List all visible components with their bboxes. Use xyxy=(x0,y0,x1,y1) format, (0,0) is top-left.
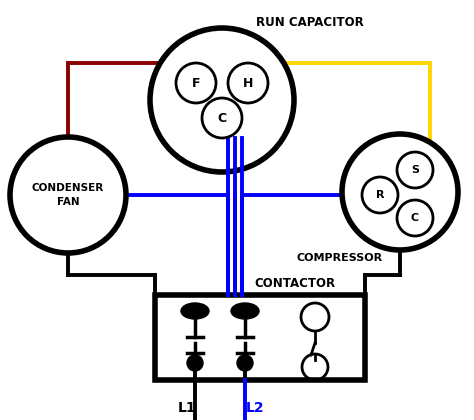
Circle shape xyxy=(342,134,458,250)
Circle shape xyxy=(187,355,203,371)
Ellipse shape xyxy=(231,303,259,319)
Text: CONTACTOR: CONTACTOR xyxy=(255,276,336,289)
Text: F: F xyxy=(192,76,200,89)
Bar xyxy=(155,295,365,380)
Text: L2: L2 xyxy=(246,401,264,415)
Text: RUN CAPACITOR: RUN CAPACITOR xyxy=(256,16,364,29)
Circle shape xyxy=(397,152,433,188)
Text: H: H xyxy=(243,76,253,89)
Text: S: S xyxy=(411,165,419,175)
Circle shape xyxy=(397,200,433,236)
Text: C: C xyxy=(411,213,419,223)
Text: R: R xyxy=(376,190,384,200)
Text: L1: L1 xyxy=(178,401,196,415)
Circle shape xyxy=(150,28,294,172)
Text: C: C xyxy=(218,111,227,124)
Text: CONDENSER
FAN: CONDENSER FAN xyxy=(32,183,104,207)
Text: COMPRESSOR: COMPRESSOR xyxy=(297,253,383,263)
Circle shape xyxy=(237,355,253,371)
Circle shape xyxy=(362,177,398,213)
Circle shape xyxy=(10,137,126,253)
Circle shape xyxy=(176,63,216,103)
Circle shape xyxy=(228,63,268,103)
Ellipse shape xyxy=(181,303,209,319)
Circle shape xyxy=(202,98,242,138)
